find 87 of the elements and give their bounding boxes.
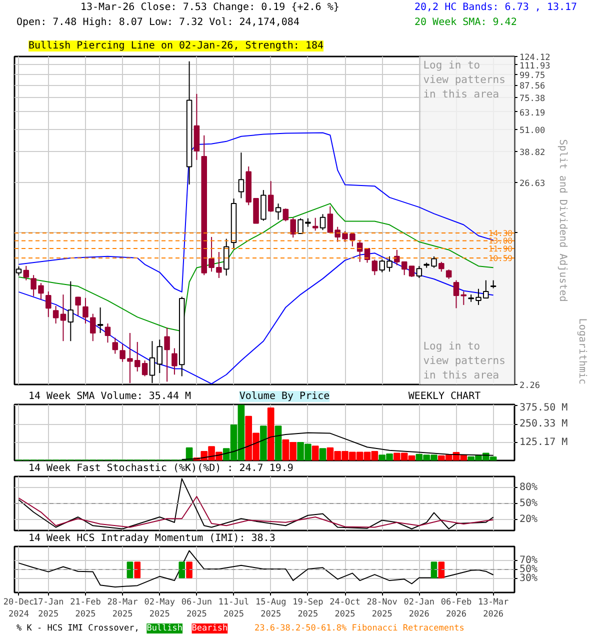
text: Bullish <box>146 624 183 634</box>
candlestick <box>104 323 111 344</box>
candlestick <box>97 306 104 334</box>
y-tick-label: 375.50 M <box>520 402 568 414</box>
x-tick-label: 13-Mar 2026 <box>478 598 509 620</box>
text: 20 Week SMA: 9.42 <box>414 17 517 28</box>
y-tick-label: 51.00 <box>520 126 546 136</box>
candlestick <box>460 290 467 306</box>
candlestick <box>164 327 170 382</box>
x-tick-label: 20-Dec 2024 <box>3 598 34 620</box>
text: Bearish <box>192 624 228 634</box>
text: 23.6-38.2-50-61.8% Fibonacci Retracements <box>254 624 464 634</box>
y-tick-label: 30% <box>520 573 538 584</box>
legend-title: % K - HCS IMI Crossover, <box>16 624 140 634</box>
text: 20,2 HC Bands: 6.73 , 13.17 <box>414 2 578 13</box>
bar <box>260 426 267 460</box>
text: Open: 7.48 High: 8.07 Low: 7.32 Vol: 24,174,084 <box>16 17 300 28</box>
chart-title: 14 Week Fast Stochastic (%K)(%D) : 24.7 19.9 <box>28 463 294 474</box>
line-series <box>18 496 494 528</box>
y-tick-label: 125.17 M <box>520 436 568 448</box>
chart-title: Bullish Piercing Line on 02-Jan-26, Strength: 184 <box>28 40 324 52</box>
y-axis-title: Split and Dividend Adjusted <box>557 139 568 302</box>
y-tick-label: 63.19 <box>520 108 546 118</box>
candlestick <box>408 266 415 278</box>
bar <box>274 426 282 460</box>
candlestick <box>75 296 81 316</box>
chart-title: 14 Week HCS Intraday Momentum (IMI): 38.3 <box>28 533 276 544</box>
text: Logarithmic <box>576 318 588 385</box>
candlestick <box>90 313 96 342</box>
y-tick-label: 87.56 <box>520 82 546 92</box>
candlestick <box>446 269 452 280</box>
x-tick-label: 15-Aug 2025 <box>256 598 286 620</box>
bar <box>312 446 319 460</box>
candlestick <box>438 261 444 272</box>
candlestick <box>82 297 88 324</box>
y-tick-label: 50% <box>520 498 538 509</box>
y-tick-label: 26.63 <box>520 179 546 190</box>
y-tick-label: 250.33 M <box>520 418 568 430</box>
x-tick-label: 24-Oct 2025 <box>330 598 360 620</box>
x-tick-label: 02-May 2025 <box>144 598 175 620</box>
x-tick-label: 11-Jul 2025 <box>218 598 250 620</box>
candlestick <box>268 180 274 212</box>
candlestick <box>23 265 30 281</box>
candlestick <box>372 259 378 276</box>
line-series <box>18 550 494 588</box>
y-tick-label: 124.12 <box>520 53 550 63</box>
text: Volume By Price <box>239 391 330 402</box>
candlestick <box>60 294 66 342</box>
y-tick-label: 111.93 <box>520 61 550 72</box>
text: 13-Mar-26 Close: 7.53 Change: 0.19 {+2.6 %} <box>80 2 340 13</box>
y-tick-label: 38.82 <box>520 148 546 158</box>
y-tick-label: 80% <box>520 482 538 493</box>
candlestick <box>68 280 74 342</box>
y-tick-label: 75.38 <box>520 94 546 104</box>
candlestick <box>416 266 422 278</box>
x-tick-label: 21-Feb 2025 <box>70 598 101 620</box>
candlestick <box>238 152 244 199</box>
candlestick <box>112 337 118 354</box>
y-tick-label: 2.26 <box>520 381 540 391</box>
x-tick-label: 19-Sep 2025 <box>292 598 324 620</box>
candlestick <box>356 239 363 262</box>
x-tick-label: 06-Jun 2025 <box>181 598 212 620</box>
band-label: Log in to view patterns in this area <box>423 60 506 100</box>
chart-title: 14 Week SMA Volume: 35.44 M <box>28 391 192 402</box>
candlestick <box>275 203 282 220</box>
x-tick-label: 06-Feb 2026 <box>440 598 472 620</box>
candlestick <box>46 290 52 318</box>
candlestick <box>312 217 318 232</box>
y-tick-label: 20% <box>520 514 538 526</box>
ref-line-label: 13.08 <box>488 236 513 246</box>
y-tick-label: 70% <box>520 554 538 566</box>
candlestick <box>172 348 178 376</box>
candlestick <box>216 252 222 278</box>
x-tick-label: 17-Jan 2025 <box>33 598 64 620</box>
x-tick-label: 28-Nov 2025 <box>366 598 398 620</box>
bar <box>319 448 326 460</box>
x-tick-label: 28-Mar 2025 <box>107 598 138 620</box>
annotation: Log in to view patterns in this area <box>423 340 506 382</box>
x-tick-label: 02-Jan 2026 <box>404 598 435 620</box>
bar <box>267 407 274 460</box>
candlestick <box>223 238 230 276</box>
y-tick-label: 50% <box>520 564 538 575</box>
candlestick <box>320 214 326 231</box>
candlestick <box>453 280 460 309</box>
y-tick-label: 99.75 <box>520 70 546 81</box>
text: WEEKLY CHART <box>408 391 481 402</box>
candlestick <box>52 305 59 324</box>
